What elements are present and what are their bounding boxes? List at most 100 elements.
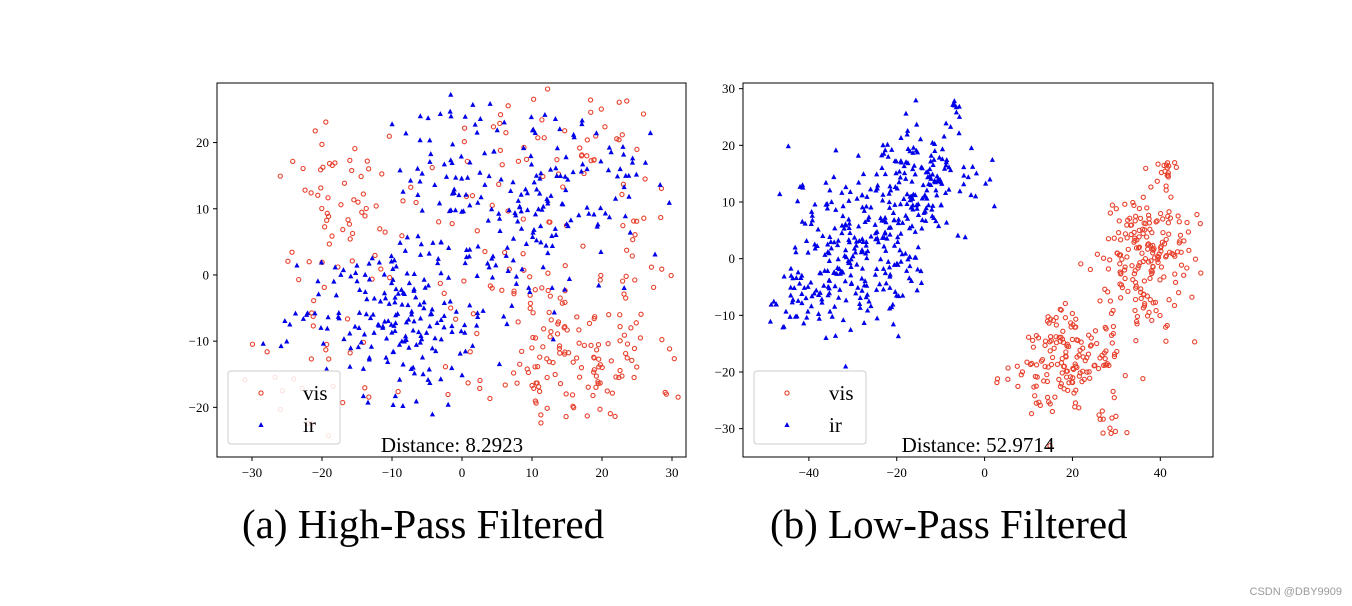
point-ir <box>445 274 452 280</box>
point-vis <box>541 135 547 141</box>
point-ir <box>392 393 398 399</box>
point-vis <box>613 374 619 380</box>
point-vis <box>641 215 647 221</box>
point-vis <box>300 165 306 172</box>
point-vis <box>536 388 543 395</box>
point-ir <box>919 217 925 223</box>
point-vis <box>1122 201 1128 207</box>
point-ir <box>392 294 398 300</box>
point-ir <box>801 320 807 326</box>
point-vis <box>1157 210 1164 217</box>
point-ir <box>312 310 318 316</box>
point-ir <box>566 276 573 282</box>
point-vis <box>1131 229 1137 236</box>
point-ir <box>889 146 895 152</box>
point-vis <box>1140 230 1146 237</box>
point-ir <box>467 159 473 165</box>
point-ir <box>338 271 344 277</box>
point-ir <box>475 199 481 205</box>
point-ir <box>578 168 584 174</box>
point-vis <box>1175 213 1181 219</box>
point-vis <box>515 319 521 325</box>
point-ir <box>819 299 825 305</box>
point-ir <box>816 315 822 321</box>
point-vis <box>461 139 467 145</box>
point-ir <box>866 214 872 220</box>
point-ir <box>355 344 361 350</box>
point-ir <box>915 244 921 250</box>
point-ir <box>515 197 521 203</box>
point-ir <box>550 336 556 342</box>
point-vis <box>312 128 318 134</box>
point-vis <box>1063 374 1070 380</box>
point-vis <box>574 355 580 361</box>
point-ir <box>863 294 869 300</box>
point-ir <box>875 182 881 188</box>
point-vis <box>1142 256 1149 262</box>
point-ir <box>846 220 853 226</box>
point-ir <box>366 260 372 266</box>
point-vis <box>1048 361 1055 368</box>
point-vis <box>1148 258 1154 264</box>
point-ir <box>417 251 424 257</box>
point-vis <box>1097 416 1103 422</box>
point-vis <box>1038 358 1045 364</box>
point-ir <box>943 190 949 196</box>
point-vis <box>576 327 582 333</box>
point-ir <box>931 215 937 220</box>
point-vis <box>1033 332 1040 339</box>
point-ir <box>416 329 422 335</box>
point-vis <box>1110 388 1116 395</box>
point-ir <box>895 239 901 245</box>
point-ir <box>859 265 866 271</box>
point-ir <box>432 335 438 341</box>
point-ir <box>620 143 626 149</box>
legend: vis ir <box>753 370 867 445</box>
point-ir <box>421 299 427 305</box>
point-ir <box>781 273 787 279</box>
point-ir <box>538 239 544 245</box>
point-vis <box>1198 270 1204 276</box>
point-ir <box>388 321 394 327</box>
point-vis <box>560 184 566 190</box>
point-ir <box>840 203 846 209</box>
point-vis <box>362 213 368 219</box>
point-ir <box>928 152 934 158</box>
point-vis <box>1163 236 1169 243</box>
point-ir <box>411 318 417 324</box>
point-vis <box>408 184 414 190</box>
legend-marker-ir <box>258 422 264 428</box>
point-ir <box>415 192 421 197</box>
point-ir <box>398 286 405 292</box>
point-vis <box>1094 251 1101 257</box>
point-vis <box>1075 337 1081 344</box>
point-vis <box>555 319 562 325</box>
point-ir <box>941 165 948 171</box>
point-ir <box>956 103 962 109</box>
point-ir <box>417 137 423 143</box>
point-ir <box>904 215 911 221</box>
point-ir <box>465 174 471 180</box>
point-vis <box>1148 184 1154 190</box>
point-ir <box>826 285 832 291</box>
point-vis <box>1054 361 1061 368</box>
point-ir <box>524 207 531 213</box>
point-vis <box>520 251 526 257</box>
point-vis <box>619 373 625 379</box>
point-vis <box>1102 355 1108 362</box>
point-vis <box>532 287 538 293</box>
point-ir <box>586 210 592 216</box>
x-tick-label: 0 <box>459 465 466 480</box>
point-ir <box>882 214 888 220</box>
point-ir <box>552 225 558 231</box>
point-ir <box>892 201 898 207</box>
point-ir <box>832 332 839 338</box>
point-ir <box>429 411 436 417</box>
point-ir <box>362 289 368 295</box>
point-ir <box>867 186 874 192</box>
point-vis <box>1140 376 1146 382</box>
point-vis <box>1060 328 1066 334</box>
point-ir <box>429 306 435 312</box>
point-ir <box>909 195 916 201</box>
point-ir <box>469 342 476 348</box>
